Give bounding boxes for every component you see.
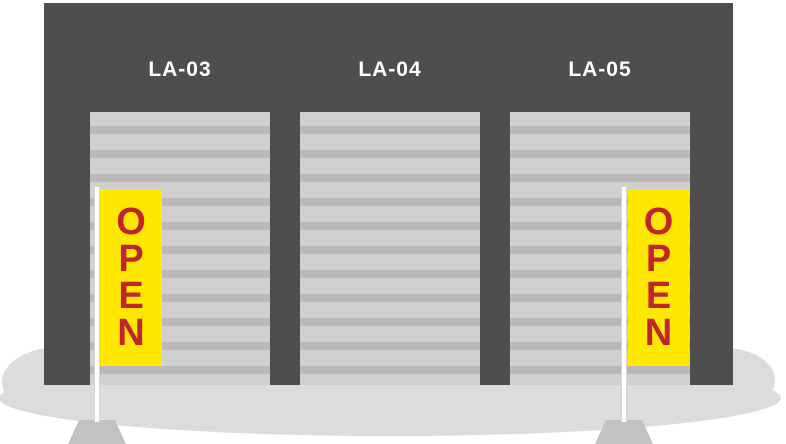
flag-letter: E — [645, 274, 672, 317]
shutter-door-la-04 — [300, 112, 480, 385]
flag-letter: P — [645, 237, 672, 280]
flag-pole — [94, 187, 100, 422]
flag-letter: P — [118, 237, 144, 280]
flag-base — [68, 420, 126, 444]
flag-letter: O — [643, 200, 674, 243]
flag-letter: E — [118, 274, 144, 317]
flag-letter: O — [116, 200, 146, 243]
flag-base — [595, 420, 653, 444]
flag-pole — [621, 187, 627, 422]
unit-label-la-03: LA-03 — [148, 58, 212, 81]
flag-letter: N — [644, 311, 673, 354]
unit-label-la-04: LA-04 — [358, 58, 422, 81]
flag-letter: N — [117, 311, 145, 354]
unit-label-la-05: LA-05 — [568, 58, 632, 81]
